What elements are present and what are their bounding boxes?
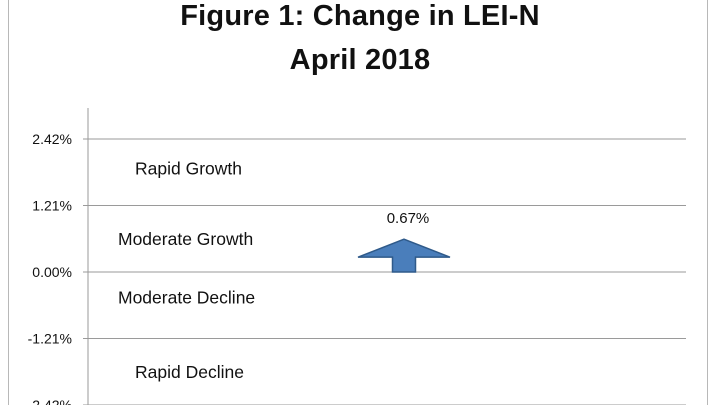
y-tick-label: -2.42% <box>28 397 72 405</box>
chart-title: Figure 1: Change in LEI-N <box>180 0 540 32</box>
y-tick-label: -1.21% <box>28 331 72 347</box>
y-tick-label: 0.00% <box>32 264 72 280</box>
value-arrow <box>357 238 451 273</box>
value-label: 0.67% <box>387 210 430 227</box>
zone-label: Rapid Decline <box>135 362 244 382</box>
zone-label: Moderate Decline <box>118 287 255 307</box>
y-tick-label: 2.42% <box>32 131 72 147</box>
zone-label: Rapid Growth <box>135 158 242 178</box>
chart-frame <box>8 0 708 405</box>
zone-label: Moderate Growth <box>118 229 253 249</box>
y-tick-label: 1.21% <box>32 198 72 214</box>
chart-subtitle: April 2018 <box>289 44 431 76</box>
